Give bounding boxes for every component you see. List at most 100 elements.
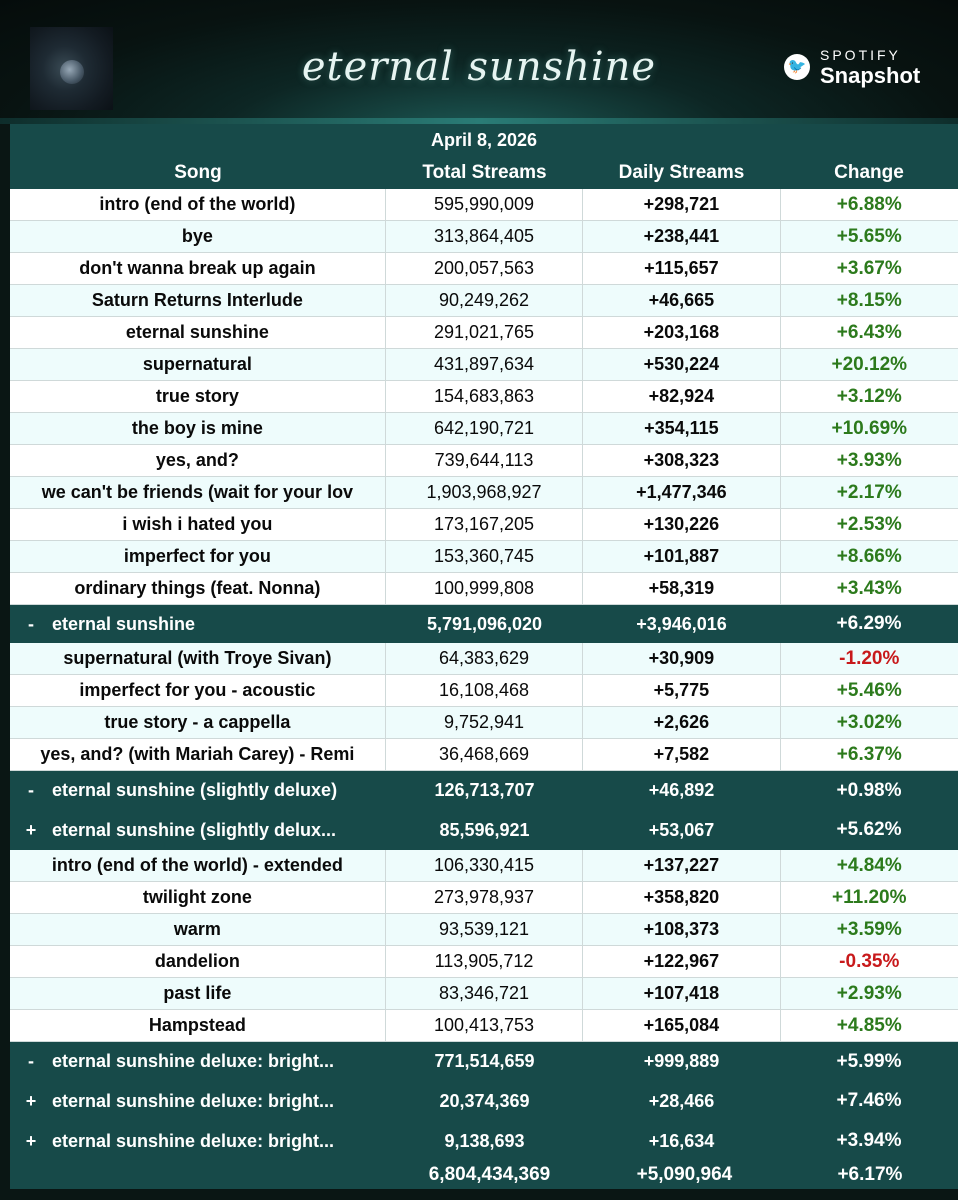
grand-total-change: +6.17% <box>837 1164 903 1185</box>
album-summary-row[interactable]: + eternal sunshine (slightly delux... 85,5… <box>10 810 958 850</box>
album-change-cell: +3.94% <box>836 1130 902 1151</box>
change-cell: +5.46% <box>780 675 958 707</box>
total-streams-cell: 1,903,968,927 <box>385 477 584 509</box>
table-row: Saturn Returns Interlude 90,249,262 +46,66… <box>10 285 958 317</box>
song-cell: twilight zone <box>10 882 386 914</box>
daily-streams-cell: +1,477,346 <box>583 477 781 509</box>
col-song: Song <box>174 161 222 183</box>
total-streams-cell: 36,468,669 <box>385 739 584 771</box>
album-daily-cell: +28,466 <box>648 1090 715 1111</box>
col-change: Change <box>834 161 904 183</box>
song-cell: Saturn Returns Interlude <box>10 285 386 317</box>
collapse-toggle[interactable]: - <box>28 1051 34 1071</box>
header-row: Song Total Streams Daily Streams Change <box>10 156 958 189</box>
total-streams-cell: 273,978,937 <box>385 882 584 914</box>
total-streams-cell: 431,897,634 <box>385 349 584 381</box>
streams-table: April 8, 2026 Song Total Streams Daily S… <box>10 124 958 1189</box>
table-row: yes, and? (with Mariah Carey) - Remi 36,4… <box>10 739 958 771</box>
album-change-cell: +0.98% <box>836 779 902 801</box>
total-streams-cell: 106,330,415 <box>385 850 584 882</box>
album-name: eternal sunshine <box>52 613 196 634</box>
change-cell: +3.02% <box>780 707 958 739</box>
album-summary-row[interactable]: - eternal sunshine (slightly deluxe) 126,7… <box>10 771 958 810</box>
daily-streams-cell: +298,721 <box>583 189 781 221</box>
change-cell: +3.59% <box>780 914 958 946</box>
table-row: supernatural 431,897,634 +530,224 +20.12% <box>10 349 958 381</box>
brand-snapshot: Snapshot <box>820 63 921 88</box>
daily-streams-cell: +358,820 <box>583 882 781 914</box>
total-streams-cell: 153,360,745 <box>385 541 584 573</box>
song-cell: past life <box>10 978 386 1010</box>
table-row: Hampstead 100,413,753 +165,084 +4.85% <box>10 1010 958 1042</box>
daily-streams-cell: +530,224 <box>583 349 781 381</box>
daily-streams-cell: +5,775 <box>583 675 781 707</box>
song-cell: yes, and? (with Mariah Carey) - Remi <box>10 739 386 771</box>
collapse-toggle[interactable]: - <box>28 613 34 634</box>
change-cell: +3.43% <box>780 573 958 605</box>
total-streams-cell: 93,539,121 <box>385 914 584 946</box>
song-cell: yes, and? <box>10 445 386 477</box>
table-row: imperfect for you 153,360,745 +101,887 +8.6… <box>10 541 958 573</box>
cover-figure <box>60 60 84 84</box>
song-cell: intro (end of the world) - extended <box>10 850 386 882</box>
change-cell: +2.93% <box>780 978 958 1010</box>
album-daily-cell: +53,067 <box>648 819 715 840</box>
expand-toggle[interactable]: + <box>25 819 37 840</box>
song-cell: intro (end of the world) <box>10 189 386 221</box>
change-cell: +5.65% <box>780 221 958 253</box>
song-cell: don't wanna break up again <box>10 253 386 285</box>
daily-streams-cell: +58,319 <box>583 573 781 605</box>
album-name: eternal sunshine deluxe: bright... <box>52 1090 335 1111</box>
album-name: eternal sunshine (slightly deluxe) <box>52 780 338 800</box>
grand-total-row: 6,804,434,369 +5,090,964 +6.17% <box>10 1161 958 1189</box>
brand-logo: 🐦 SPOTIFY Snapshot <box>784 45 924 89</box>
album-name-cell: - eternal sunshine <box>10 605 386 643</box>
total-streams-cell: 154,683,863 <box>385 381 584 413</box>
total-streams-cell: 100,413,753 <box>385 1010 584 1042</box>
album-total-cell: 126,713,707 <box>434 780 535 800</box>
album-summary-row[interactable]: + eternal sunshine deluxe: bright... 20,37… <box>10 1081 958 1121</box>
album-name-cell: + eternal sunshine deluxe: bright... <box>10 1081 386 1121</box>
album-daily-cell: +999,889 <box>643 1051 720 1071</box>
collapse-toggle[interactable]: - <box>28 780 34 800</box>
daily-streams-cell: +115,657 <box>583 253 781 285</box>
album-summary-row[interactable]: - eternal sunshine 5,791,096,020 +3,946,016… <box>10 605 958 643</box>
total-streams-cell: 642,190,721 <box>385 413 584 445</box>
total-streams-cell: 100,999,808 <box>385 573 584 605</box>
album-name: eternal sunshine deluxe: bright... <box>52 1130 335 1151</box>
table-row: eternal sunshine 291,021,765 +203,168 +6.43… <box>10 317 958 349</box>
daily-streams-cell: +7,582 <box>583 739 781 771</box>
daily-streams-cell: +30,909 <box>583 643 781 675</box>
album-change-cell: +7.46% <box>836 1090 902 1111</box>
album-daily-cell: +46,892 <box>648 780 715 800</box>
song-cell: true story <box>10 381 386 413</box>
total-streams-cell: 200,057,563 <box>385 253 584 285</box>
album-total-cell: 85,596,921 <box>439 819 530 840</box>
expand-toggle[interactable]: + <box>25 1130 37 1151</box>
change-cell: +6.88% <box>780 189 958 221</box>
expand-toggle[interactable]: + <box>25 1090 37 1111</box>
change-cell: +3.93% <box>780 445 958 477</box>
grand-total-label <box>10 1161 392 1189</box>
album-change-cell: +5.99% <box>836 1050 902 1072</box>
change-cell: +6.43% <box>780 317 958 349</box>
song-cell: we can't be friends (wait for your lov <box>10 477 386 509</box>
total-streams-cell: 9,752,941 <box>385 707 584 739</box>
date-label: April 8, 2026 <box>10 124 958 156</box>
album-summary-row[interactable]: + eternal sunshine deluxe: bright... 9,138… <box>10 1121 958 1161</box>
daily-streams-cell: +2,626 <box>583 707 781 739</box>
total-streams-cell: 313,864,405 <box>385 221 584 253</box>
change-cell: +3.67% <box>780 253 958 285</box>
change-cell: +4.84% <box>780 850 958 882</box>
song-cell: supernatural <box>10 349 386 381</box>
table-row: past life 83,346,721 +107,418 +2.93% <box>10 978 958 1010</box>
album-name-cell: - eternal sunshine deluxe: bright... <box>10 1042 386 1081</box>
table-row: intro (end of the world) 595,990,009 +298,… <box>10 189 958 221</box>
album-summary-row[interactable]: - eternal sunshine deluxe: bright... 771,5… <box>10 1042 958 1081</box>
total-streams-cell: 173,167,205 <box>385 509 584 541</box>
daily-streams-cell: +101,887 <box>583 541 781 573</box>
daily-streams-cell: +238,441 <box>583 221 781 253</box>
album-change-cell: +6.29% <box>836 613 902 634</box>
change-cell: +4.85% <box>780 1010 958 1042</box>
table-row: true story - a cappella 9,752,941 +2,626 +3… <box>10 707 958 739</box>
